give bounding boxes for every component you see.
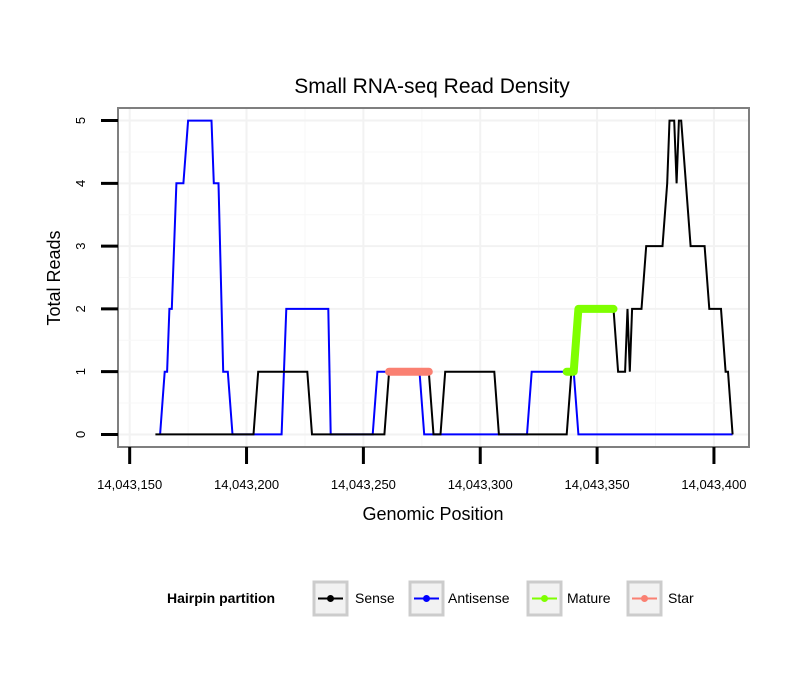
x-tick-label: 14,043,300 — [448, 477, 513, 492]
x-tick-label: 14,043,250 — [331, 477, 396, 492]
y-tick-label: 3 — [73, 242, 88, 249]
y-tick-label: 4 — [73, 180, 88, 187]
x-axis-label: Genomic Position — [362, 504, 503, 524]
series-layer — [155, 119, 734, 436]
axis-layer: 14,043,150 14,043,200 14,043,250 14,043,300… — [73, 117, 746, 492]
legend-label-antisense: Antisense — [448, 590, 510, 606]
legend-key-point-mature — [541, 595, 548, 602]
legend-label-mature: Mature — [567, 590, 611, 606]
legend-label-star: Star — [668, 590, 694, 606]
y-tick-label: 5 — [73, 117, 88, 124]
legend: Hairpin partition Sense Antisense Mature St… — [167, 580, 694, 617]
legend-key-point-antisense — [423, 595, 430, 602]
legend-label-sense: Sense — [355, 590, 395, 606]
x-tick-label: 14,043,350 — [565, 477, 630, 492]
legend-title: Hairpin partition — [167, 590, 275, 606]
legend-key-point-sense — [327, 595, 334, 602]
y-tick-label: 2 — [73, 305, 88, 312]
legend-key-point-star — [641, 595, 648, 602]
x-tick-label: 14,043,400 — [681, 477, 746, 492]
y-tick-label: 1 — [73, 368, 88, 375]
x-tick-label: 14,043,150 — [97, 477, 162, 492]
y-axis-label: Total Reads — [44, 230, 64, 325]
x-tick-label: 14,043,200 — [214, 477, 279, 492]
series-line-mature — [562, 304, 618, 376]
plot-panel-border — [117, 107, 750, 448]
y-tick-label: 0 — [73, 431, 88, 438]
chart-title: Small RNA-seq Read Density — [294, 75, 570, 98]
